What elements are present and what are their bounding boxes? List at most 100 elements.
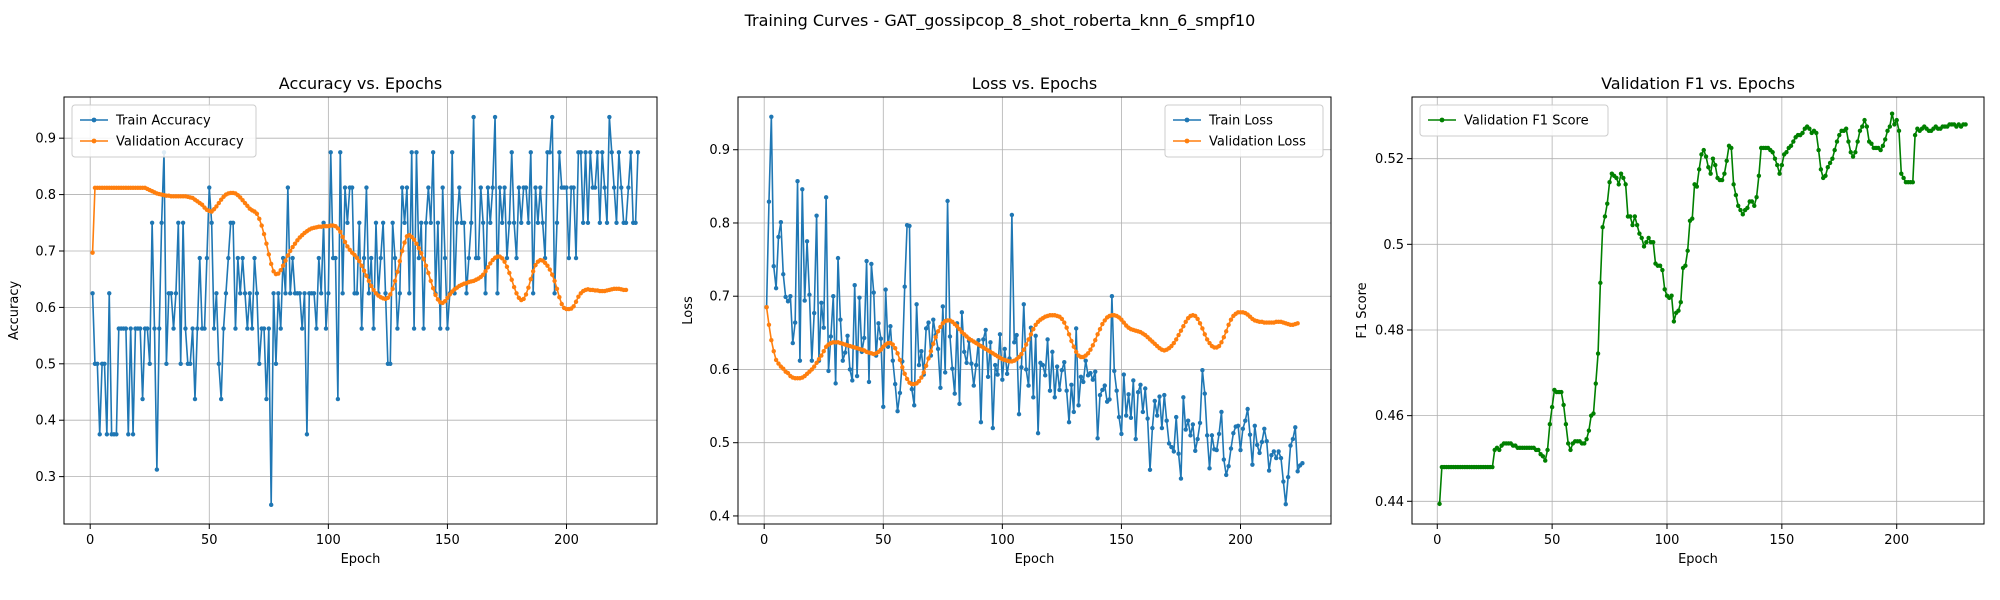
validation-loss-point — [904, 376, 910, 382]
train-loss-point — [1133, 436, 1138, 442]
train-accuracy-point — [607, 114, 612, 120]
train-accuracy-point — [469, 220, 474, 225]
train-accuracy-point — [314, 326, 319, 331]
validation-f1-score-point — [1595, 351, 1601, 356]
x-tick-label: 200 — [1228, 533, 1253, 548]
train-loss-point — [1171, 449, 1177, 454]
train-loss-point — [1243, 418, 1248, 423]
train-loss-point — [807, 292, 812, 297]
train-loss-point — [823, 195, 829, 200]
validation-accuracy-point — [552, 278, 557, 284]
validation-f1-score-point — [1779, 162, 1785, 168]
train-loss-point — [1021, 302, 1026, 307]
train-loss-point — [1143, 386, 1148, 391]
train-accuracy-point — [102, 361, 107, 366]
validation-f1-score-point — [1616, 182, 1621, 187]
train-accuracy-point — [176, 220, 181, 225]
legend-box — [1164, 104, 1324, 158]
validation-accuracy-point — [254, 211, 260, 216]
validation-accuracy-point — [528, 276, 533, 282]
train-accuracy-point — [340, 291, 345, 296]
validation-f1-score-point — [1832, 147, 1837, 153]
validation-f1-score-point — [1559, 389, 1564, 395]
validation-f1-score-point — [1830, 156, 1835, 161]
train-loss-point — [916, 362, 922, 368]
x-tick-label: 50 — [875, 533, 892, 548]
train-accuracy-point — [445, 326, 450, 331]
train-accuracy-point — [416, 255, 422, 261]
train-accuracy-point — [392, 255, 398, 261]
validation-f1-score-point — [1864, 124, 1870, 129]
train-loss-point — [1012, 340, 1017, 345]
train-loss-point — [812, 310, 817, 316]
validation-loss-point — [1202, 332, 1207, 337]
train-accuracy-point — [323, 326, 329, 331]
validation-f1-score-point — [1685, 248, 1690, 253]
train-accuracy-point — [283, 291, 288, 296]
validation-f1-score-point — [1632, 214, 1638, 219]
validation-accuracy-point — [359, 263, 364, 268]
train-accuracy-point — [383, 291, 388, 296]
y-tick-label: 0.5 — [35, 357, 56, 372]
train-accuracy-point — [623, 220, 629, 225]
validation-loss-point — [1183, 319, 1188, 325]
train-accuracy-point — [504, 255, 510, 261]
validation-accuracy-point — [573, 299, 579, 304]
train-accuracy-point — [619, 185, 624, 190]
train-loss-point — [1290, 436, 1296, 442]
validation-f1-score-point — [1662, 287, 1667, 292]
train-accuracy-point — [554, 220, 560, 225]
validation-accuracy-point — [433, 292, 438, 298]
validation-f1-score-point — [1634, 222, 1640, 228]
train-accuracy-point — [183, 326, 188, 331]
train-accuracy-point — [107, 291, 112, 296]
validation-f1-score-point — [1561, 402, 1566, 408]
validation-f1-score-point — [1878, 147, 1883, 153]
validation-loss-point — [1031, 326, 1036, 332]
train-accuracy-point — [266, 326, 272, 331]
train-accuracy-point — [240, 255, 245, 261]
train-loss-point — [1138, 382, 1143, 388]
validation-loss-point — [1195, 316, 1200, 322]
train-loss-point — [1193, 448, 1198, 453]
validation-f1-score-point — [1883, 137, 1888, 142]
train-accuracy-point — [297, 291, 302, 296]
validation-accuracy-point — [445, 295, 450, 301]
validation-f1-score-point — [1605, 201, 1610, 206]
train-loss-point — [1093, 369, 1098, 374]
train-loss-point — [959, 310, 965, 315]
train-loss-point — [1052, 395, 1057, 400]
validation-loss-point — [771, 348, 776, 354]
train-loss-point — [1026, 383, 1031, 388]
chart-title: Loss vs. Epochs — [972, 74, 1097, 93]
train-loss-point — [773, 285, 779, 291]
train-loss-point — [1109, 294, 1115, 299]
train-loss-point — [985, 374, 991, 379]
train-loss-point — [1081, 379, 1086, 385]
train-loss-point — [914, 302, 919, 307]
validation-f1-score-point — [1584, 437, 1589, 442]
train-loss-point — [814, 213, 819, 218]
train-loss-point — [769, 114, 774, 119]
validation-loss-point — [897, 357, 903, 363]
validation-f1-score-point — [1823, 173, 1828, 178]
train-accuracy-point — [195, 326, 200, 331]
validation-loss-point — [902, 371, 907, 377]
train-loss-point — [942, 370, 948, 375]
validation-accuracy-point — [423, 263, 429, 268]
validation-f1-score-point — [1545, 447, 1550, 453]
train-accuracy-point — [345, 220, 350, 225]
validation-f1-score-point — [1912, 132, 1918, 138]
train-accuracy-point — [126, 432, 131, 437]
train-loss-point — [1050, 349, 1055, 355]
validation-loss-point — [954, 324, 960, 329]
train-accuracy-legend-label: Train Accuracy — [115, 114, 211, 129]
train-loss-point — [1102, 383, 1107, 388]
train-loss-point — [790, 340, 795, 346]
train-loss-point — [926, 320, 931, 325]
x-tick-label: 0 — [86, 533, 94, 548]
validation-f1-score-point — [1749, 199, 1755, 204]
validation-accuracy-point — [488, 261, 493, 266]
train-loss-point — [828, 334, 834, 339]
validation-f1-score-point — [1713, 162, 1718, 168]
